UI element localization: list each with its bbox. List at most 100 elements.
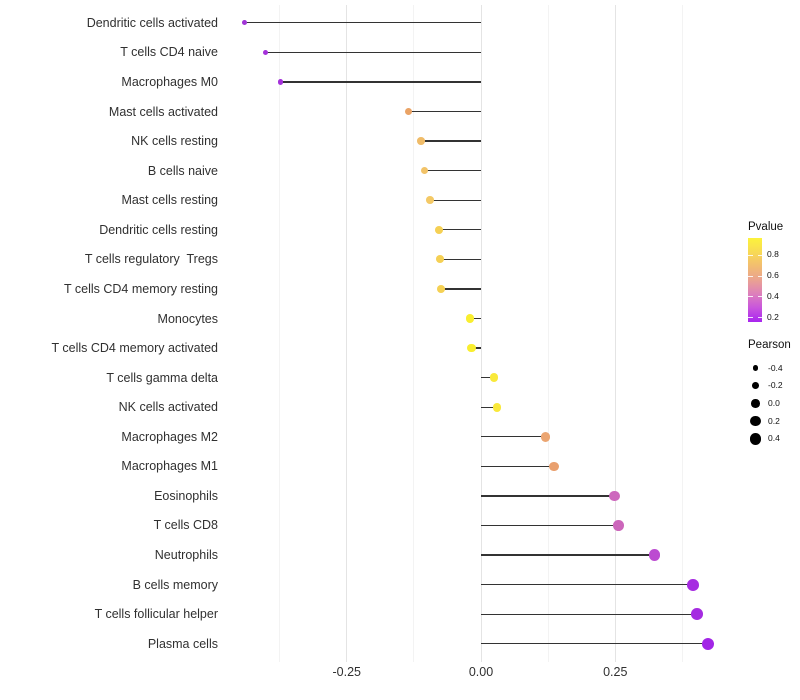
minor-gridline <box>547 5 549 662</box>
size-legend-dot <box>751 399 760 408</box>
lollipop-stem <box>481 465 555 468</box>
lollipop-stem <box>408 110 481 113</box>
lollipop-stem <box>429 199 481 201</box>
colorbar-tick-mark <box>757 275 762 277</box>
lollipop-stem <box>244 22 481 24</box>
lollipop-dot <box>701 637 714 650</box>
lollipop-dot <box>549 461 559 472</box>
lollipop-dot <box>466 314 475 323</box>
colorbar-tick-label: 0.8 <box>767 249 779 260</box>
y-axis-label: Macrophages M2 <box>121 429 218 444</box>
lollipop-dot <box>540 432 551 442</box>
major-gridline <box>480 5 482 662</box>
y-axis-label: Monocytes <box>157 311 218 326</box>
y-axis-label: T cells CD4 naive <box>120 45 218 60</box>
major-gridline <box>614 5 616 662</box>
y-axis-label: Dendritic cells resting <box>99 222 218 237</box>
lollipop-stem <box>481 583 694 586</box>
lollipop-stem <box>265 51 481 54</box>
minor-gridline <box>279 5 281 662</box>
y-axis-label: B cells naive <box>147 163 218 178</box>
lollipop-dot <box>420 166 429 175</box>
colorbar-tick-mark <box>748 317 753 319</box>
lollipop-stem <box>481 524 619 527</box>
lollipop-dot <box>404 107 413 116</box>
size-legend-dot <box>752 382 759 390</box>
minor-gridline <box>681 5 683 662</box>
y-axis-label: Eosinophils <box>154 488 218 503</box>
size-legend-label: 0.0 <box>768 397 780 408</box>
size-legend-label: -0.4 <box>768 362 783 373</box>
lollipop-stem <box>440 258 481 261</box>
colorbar-tick-label: 0.2 <box>767 311 779 322</box>
lollipop-stem <box>439 229 481 231</box>
lollipop-stem <box>280 81 481 83</box>
lollipop-dot <box>278 79 284 85</box>
lollipop-dot <box>242 20 248 26</box>
colorbar-tick-mark <box>748 296 753 298</box>
lollipop-dot <box>417 137 425 145</box>
lollipop-dot <box>613 520 624 531</box>
lollipop-dot <box>467 343 476 353</box>
y-axis-label: Mast cells activated <box>108 104 218 119</box>
lollipop-dot <box>437 284 446 293</box>
lollipop-stem <box>481 436 546 438</box>
major-gridline <box>346 5 348 662</box>
pvalue-colorbar <box>748 238 762 322</box>
lollipop-dot <box>426 196 434 205</box>
lollipop-dot <box>492 402 502 412</box>
lollipop-stem <box>481 376 494 379</box>
lollipop-dot <box>609 490 620 502</box>
y-axis-label: T cells CD8 <box>153 518 218 533</box>
y-axis-label: NK cells resting <box>131 134 218 149</box>
colorbar-tick-mark <box>748 254 753 256</box>
lollipop-stem <box>481 406 498 408</box>
lollipop-dot <box>435 225 444 234</box>
minor-gridline <box>413 5 415 662</box>
lollipop-stem <box>481 495 615 497</box>
y-axis-label: Macrophages M0 <box>121 74 218 89</box>
y-axis-label: Mast cells resting <box>121 193 218 208</box>
colorbar-tick-label: 0.6 <box>767 270 779 281</box>
lollipop-stem <box>481 613 697 615</box>
size-legend-dot <box>749 432 762 445</box>
y-axis-label: T cells regulatory Tregs <box>84 252 218 267</box>
lollipop-stem <box>424 169 481 172</box>
lollipop-dot <box>648 549 661 561</box>
lollipop-dot <box>489 373 499 382</box>
y-axis-label: B cells memory <box>132 577 218 592</box>
colorbar-tick-label: 0.4 <box>767 290 779 301</box>
size-legend-label: 0.4 <box>768 433 780 444</box>
lollipop-stem <box>481 554 655 556</box>
size-legend-dot <box>752 365 759 371</box>
y-axis-label: Neutrophils <box>154 548 218 563</box>
x-axis-tick-label: -0.25 <box>332 665 362 679</box>
colorbar-tick-mark <box>757 296 762 298</box>
y-axis-label: Dendritic cells activated <box>86 15 218 30</box>
colorbar-tick-mark <box>757 317 762 319</box>
lollipop-dot <box>687 578 700 591</box>
legend-pvalue-title: Pvalue <box>748 221 784 233</box>
lollipop-stem <box>481 643 708 645</box>
colorbar-tick-mark <box>748 275 753 277</box>
y-axis-label: Plasma cells <box>147 636 218 651</box>
lollipop-dot <box>690 608 703 621</box>
y-axis-label: Macrophages M1 <box>121 459 218 474</box>
y-axis-label: T cells follicular helper <box>94 607 218 622</box>
size-legend-label: 0.2 <box>768 415 780 426</box>
y-axis-label: T cells CD4 memory activated <box>51 341 219 356</box>
lollipop-stem <box>441 288 481 290</box>
lollipop-stem <box>471 347 481 349</box>
y-axis-label: NK cells activated <box>118 400 218 415</box>
y-axis-label: T cells gamma delta <box>106 370 218 385</box>
colorbar-tick-mark <box>757 254 762 256</box>
x-axis-tick-label: 0.25 <box>603 665 628 679</box>
size-legend-label: -0.2 <box>768 380 783 391</box>
size-legend-dot <box>750 416 761 427</box>
lollipop-dot <box>263 49 269 55</box>
y-axis-label: T cells CD4 memory resting <box>64 281 218 296</box>
lollipop-stem <box>470 317 481 320</box>
lollipop-stem <box>420 140 481 142</box>
x-axis-tick-label: 0.00 <box>468 665 494 679</box>
